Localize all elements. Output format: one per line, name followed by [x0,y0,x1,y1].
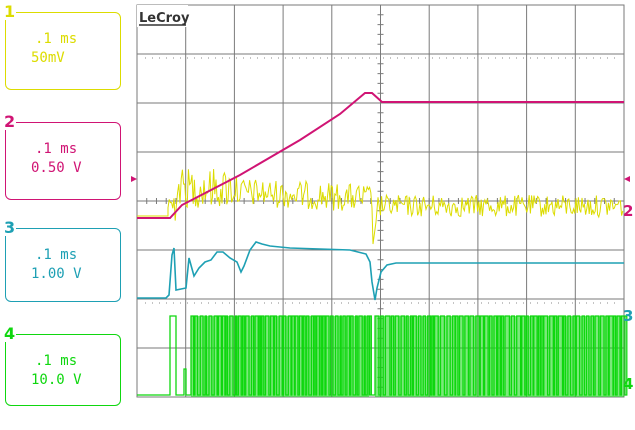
channel-1-timebase: .1 ms [35,31,78,47]
trace-label-2: 2 [623,202,633,220]
channel-3-box[interactable]: 3 .1 ms 1.00 V [3,220,121,302]
graticule-center-ticks [136,4,625,398]
channel-2-trace [137,92,624,219]
channel-3-number: 3 [3,218,17,237]
trigger-arrow-icon-left[interactable] [131,176,137,182]
channel-4-scale: 10.0 V [31,372,82,388]
channel-4-timebase: .1 ms [35,353,78,369]
channel-1-scale: 50mV [31,50,65,66]
channel-4-box[interactable]: 4 .1 ms 10.0 V [3,326,121,406]
brand-logo-bg [137,5,188,27]
channel-1-number: 1 [3,2,17,21]
channel-3-trace [137,241,624,301]
channel-2-timebase: .1 ms [35,141,78,157]
channel-2-scale: 0.50 V [31,160,82,176]
channel-2-number: 2 [3,112,17,131]
waveform-traces [137,92,628,397]
trigger-arrow-icon-right[interactable] [624,176,630,182]
channel-1-box[interactable]: 1 .1 ms 50mV [3,4,121,90]
channel-4-fill [191,316,369,397]
channel-4-fill-2 [375,316,624,397]
brand-logo: LeCroy [139,11,190,26]
trace-label-3: 3 [623,307,633,325]
trace-label-4: 4 [623,375,633,393]
channel-2-box[interactable]: 2 .1 ms 0.50 V [3,114,121,200]
channel-3-timebase: .1 ms [35,247,78,263]
channel-4-number: 4 [3,324,17,343]
channel-1-trace [137,168,624,245]
channel-3-scale: 1.00 V [31,266,82,282]
